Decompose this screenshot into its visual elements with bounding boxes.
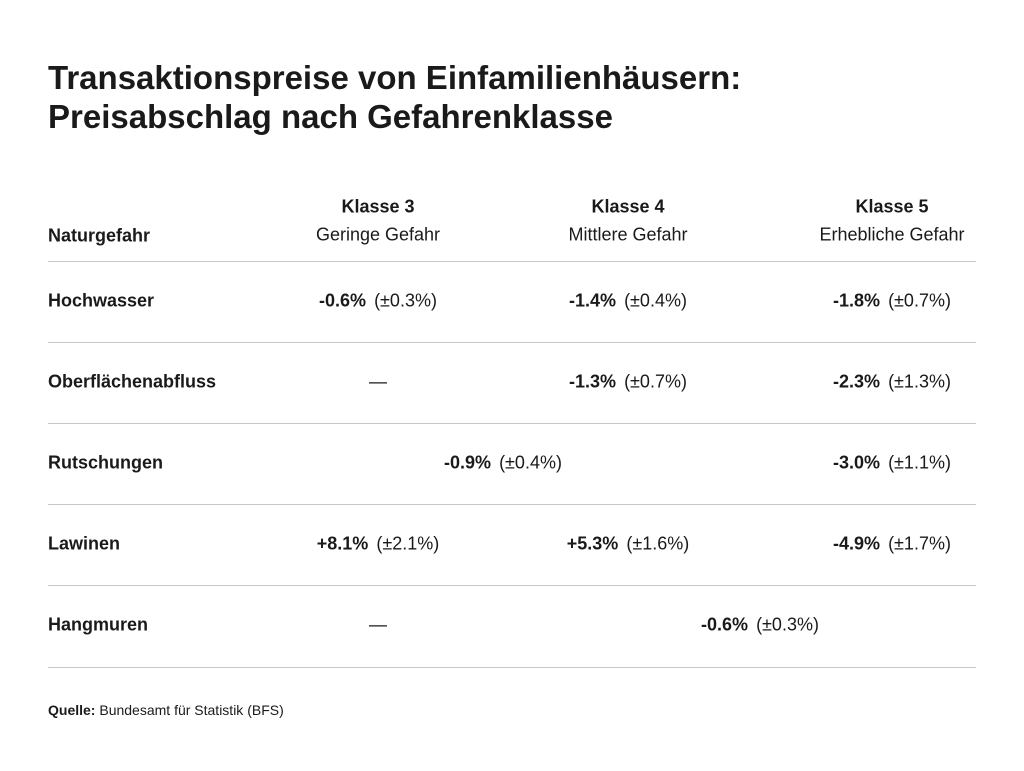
cell: -4.9% (±1.7%)	[833, 534, 951, 555]
cell-value: -1.3%	[569, 371, 617, 392]
source-text: Bundesamt für Statistik (BFS)	[99, 702, 284, 718]
cell-error: (±0.3%)	[374, 290, 437, 311]
cell: +5.3% (±1.6%)	[567, 534, 689, 555]
row-label: Rutschungen	[48, 452, 163, 473]
cell-error: (±1.1%)	[888, 452, 951, 473]
row-rule	[48, 342, 976, 343]
cell-error: (±0.4%)	[499, 452, 562, 473]
cell-value: -0.9%	[444, 452, 492, 473]
cell-error: (±0.7%)	[888, 290, 951, 311]
row-rule	[48, 261, 976, 262]
cell: +8.1% (±2.1%)	[317, 534, 439, 555]
row-label: Lawinen	[48, 533, 121, 554]
cell: -1.3% (±0.7%)	[569, 372, 687, 393]
title-line: Preisabschlag nach Gefahrenklasse	[48, 98, 613, 135]
cell-value: -4.9%	[833, 533, 881, 554]
cell-error: (±2.1%)	[376, 533, 440, 554]
cell-value: -1.8%	[833, 290, 881, 311]
cell-value: +5.3%	[566, 533, 619, 554]
source: Quelle: Bundesamt für Statistik (BFS)	[48, 702, 284, 718]
row-rule	[48, 423, 976, 424]
cell: -0.6% (±0.3%)	[701, 615, 819, 636]
row-label: Oberflächenabfluss	[48, 371, 217, 392]
cell-error: (±0.7%)	[624, 371, 687, 392]
column-class: Klasse 4	[591, 196, 665, 217]
row-rule	[48, 585, 976, 586]
column-subtitle: Mittlere Gefahr	[568, 224, 688, 245]
cell: -0.6% (±0.3%)	[319, 291, 437, 312]
cell-error: (±1.3%)	[888, 371, 951, 392]
cell: -2.3% (±1.3%)	[833, 372, 951, 393]
cell-value: -0.6%	[701, 614, 749, 635]
cell: -1.8% (±0.7%)	[833, 291, 951, 312]
cell: -1.4% (±0.4%)	[569, 291, 687, 312]
cell: —	[369, 372, 387, 393]
cell-value: —	[369, 614, 387, 635]
column-class: Klasse 5	[855, 196, 929, 217]
cell: -0.9% (±0.4%)	[444, 453, 562, 474]
cell-error: (±1.7%)	[888, 533, 951, 554]
cell-error: (±1.6%)	[626, 533, 690, 554]
source-label: Quelle:	[48, 702, 96, 718]
row-label: Hangmuren	[48, 614, 149, 635]
cell-error: (±0.4%)	[624, 290, 687, 311]
cell-value: -3.0%	[833, 452, 881, 473]
column-subtitle: Geringe Gefahr	[315, 224, 441, 245]
column-class: Klasse 3	[341, 196, 415, 217]
cell: —	[369, 615, 387, 636]
cell-value: +8.1%	[316, 533, 369, 554]
cell-value: —	[369, 371, 387, 392]
column-subtitle: Erhebliche Gefahr	[819, 224, 965, 245]
cell-value: -2.3%	[833, 371, 881, 392]
title-line: Transaktionspreise von Einfamilienhäuser…	[48, 59, 742, 96]
row-label: Hochwasser	[48, 290, 155, 311]
row-rule	[48, 504, 976, 505]
header-label: Naturgefahr	[48, 225, 151, 246]
cell: -3.0% (±1.1%)	[833, 453, 951, 474]
cell-error: (±0.3%)	[756, 614, 819, 635]
cell-value: -1.4%	[569, 290, 617, 311]
row-rule	[48, 667, 976, 668]
cell-value: -0.6%	[319, 290, 367, 311]
